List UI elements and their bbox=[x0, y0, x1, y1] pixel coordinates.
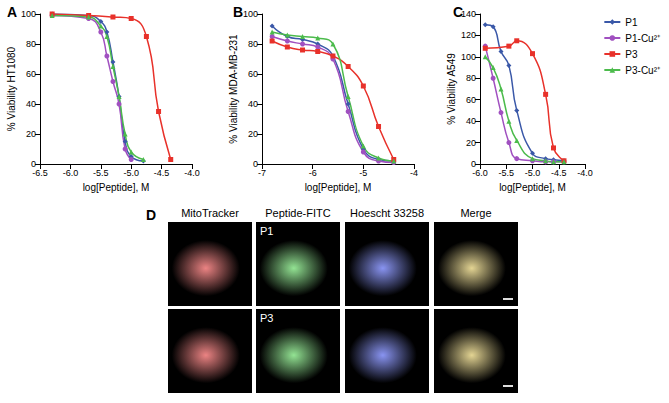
svg-text:P1-Cu²⁺: P1-Cu²⁺ bbox=[625, 33, 661, 44]
svg-text:-5.0: -5.0 bbox=[525, 168, 541, 178]
svg-text:20: 20 bbox=[248, 129, 258, 139]
svg-text:80: 80 bbox=[466, 73, 476, 83]
svg-text:-4.0: -4.0 bbox=[577, 168, 593, 178]
svg-text:-4.5: -4.5 bbox=[551, 168, 567, 178]
html-text:Hoescht 33258: Hoescht 33258 bbox=[350, 207, 424, 219]
html-text:MitoTracker: MitoTracker bbox=[181, 207, 239, 219]
svg-text:40: 40 bbox=[466, 116, 476, 126]
svg-text:log[Peptide], M: log[Peptide], M bbox=[305, 182, 372, 193]
svg-text:60: 60 bbox=[248, 69, 258, 79]
svg-text:0: 0 bbox=[31, 159, 36, 169]
svg-text:log[Peptide], M: log[Peptide], M bbox=[499, 182, 566, 193]
svg-text:100: 100 bbox=[461, 52, 476, 62]
svg-text:-4.5: -4.5 bbox=[154, 168, 170, 178]
html-text:P3: P3 bbox=[260, 312, 274, 324]
html-text:Merge: Merge bbox=[460, 207, 492, 219]
svg-text:-4.0: -4.0 bbox=[184, 168, 200, 178]
svg-text:0: 0 bbox=[471, 159, 476, 169]
svg-text:60: 60 bbox=[26, 69, 36, 79]
svg-text:40: 40 bbox=[248, 99, 258, 109]
svg-text:log[Peptide], M: log[Peptide], M bbox=[83, 182, 150, 193]
svg-text:120: 120 bbox=[461, 30, 476, 40]
svg-text:P3: P3 bbox=[625, 49, 638, 60]
svg-text:% Viability A549: % Viability A549 bbox=[446, 53, 457, 125]
svg-text:A: A bbox=[7, 4, 17, 20]
svg-text:-5.5: -5.5 bbox=[498, 168, 514, 178]
svg-text:140: 140 bbox=[461, 9, 476, 19]
svg-text:C: C bbox=[453, 4, 463, 20]
svg-text:20: 20 bbox=[26, 129, 36, 139]
svg-text:-5.5: -5.5 bbox=[93, 168, 109, 178]
svg-text:-4: -4 bbox=[410, 168, 418, 178]
svg-text:P1: P1 bbox=[625, 17, 638, 28]
svg-text:20: 20 bbox=[466, 138, 476, 148]
svg-text:100: 100 bbox=[21, 9, 36, 19]
svg-text:-5.0: -5.0 bbox=[123, 168, 139, 178]
svg-text:100: 100 bbox=[243, 9, 258, 19]
svg-text:-5: -5 bbox=[359, 168, 367, 178]
html-text:P1: P1 bbox=[260, 225, 274, 237]
svg-text:-6.0: -6.0 bbox=[63, 168, 79, 178]
svg-text:0: 0 bbox=[253, 159, 258, 169]
html-text:Peptide-FITC: Peptide-FITC bbox=[265, 207, 331, 219]
svg-text:% Viability MDA-MB-231: % Viability MDA-MB-231 bbox=[228, 34, 239, 144]
svg-text:P3-Cu²⁺: P3-Cu²⁺ bbox=[625, 65, 661, 76]
svg-text:40: 40 bbox=[26, 99, 36, 109]
svg-text:-6.0: -6.0 bbox=[472, 168, 488, 178]
svg-text:B: B bbox=[233, 4, 243, 20]
svg-text:80: 80 bbox=[26, 39, 36, 49]
svg-text:80: 80 bbox=[248, 39, 258, 49]
svg-text:60: 60 bbox=[466, 95, 476, 105]
html-text:D: D bbox=[146, 207, 157, 223]
svg-text:-7: -7 bbox=[258, 168, 266, 178]
svg-text:-6: -6 bbox=[309, 168, 317, 178]
svg-text:% Viability HT1080: % Viability HT1080 bbox=[6, 46, 17, 131]
svg-text:-6.5: -6.5 bbox=[32, 168, 48, 178]
